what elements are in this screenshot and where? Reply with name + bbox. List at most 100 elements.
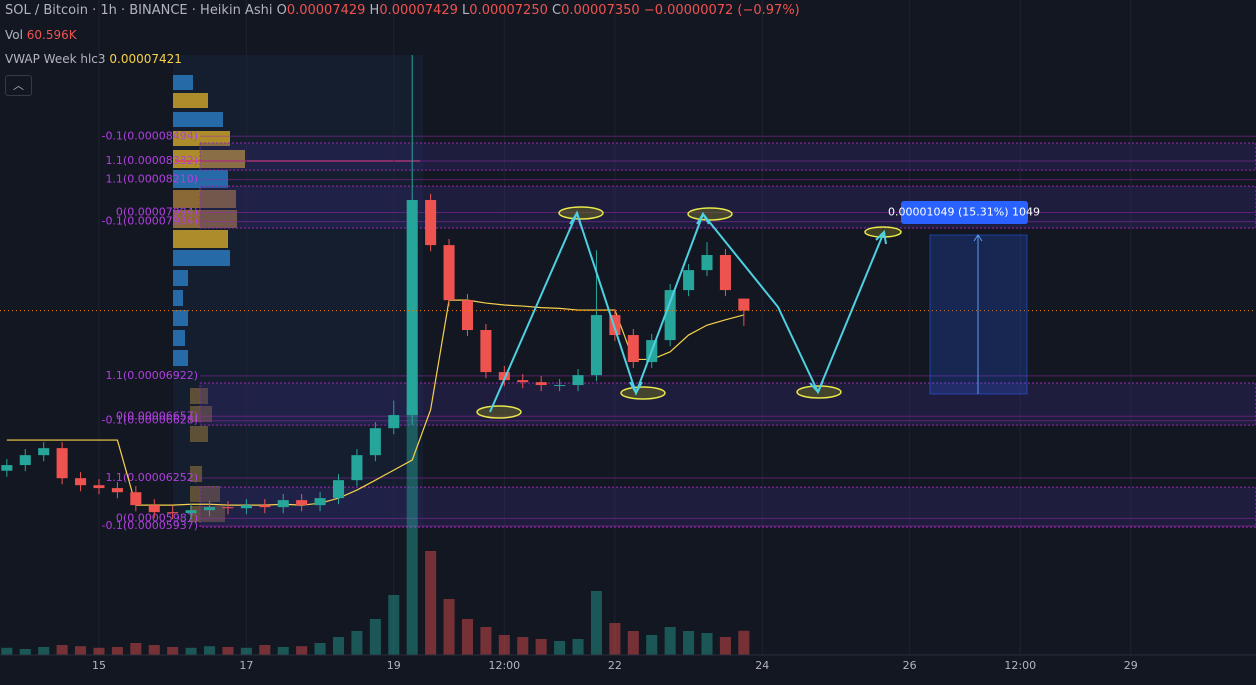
volume-bar — [130, 643, 142, 655]
volume-bar — [75, 646, 87, 655]
candle-body — [19, 455, 31, 466]
collapse-button[interactable]: ︿ — [5, 75, 32, 96]
volume-bar — [19, 649, 31, 655]
profile-bar — [173, 150, 245, 168]
volume-bar — [646, 635, 658, 655]
profile-bar — [173, 112, 223, 127]
symbol: SOL / Bitcoin · 1h · BINANCE · Heikin As… — [5, 3, 273, 18]
volume-bar — [93, 647, 105, 655]
fib-zone — [199, 486, 1256, 528]
candle-body — [701, 255, 713, 271]
arrow-heads — [569, 210, 887, 396]
volume-bar — [222, 647, 234, 655]
volume-bar — [461, 619, 474, 655]
ohlc-value: 0.00007350 — [561, 3, 640, 18]
profile-bar — [173, 310, 188, 326]
volume-bar — [683, 631, 695, 655]
candle-body — [56, 448, 68, 479]
fib-zone — [199, 185, 1256, 229]
x-tick-label: 26 — [903, 659, 917, 672]
candle-body — [388, 415, 400, 429]
volume-bar — [111, 647, 123, 655]
candle-body — [75, 478, 87, 486]
volume-bar — [240, 647, 252, 655]
x-tick-label: 15 — [92, 659, 106, 672]
profile-bar — [190, 486, 220, 502]
candle-body — [461, 300, 474, 331]
candle-body — [443, 245, 455, 301]
fib-label: 1.1(0.00006922) — [105, 369, 198, 382]
candle-body — [332, 480, 345, 499]
candle-body — [38, 448, 50, 456]
x-tick-label: 17 — [239, 659, 253, 672]
pivot-ellipse — [476, 405, 522, 419]
vol-label: Vol — [5, 28, 23, 42]
volume-bar — [406, 407, 418, 655]
candle-body — [93, 485, 105, 489]
profile-bar — [190, 426, 208, 442]
fib-zone — [199, 142, 1256, 171]
volume-bar — [185, 647, 197, 655]
profile-bar — [173, 210, 237, 228]
ohlc-key: H — [369, 3, 380, 18]
candle-body — [664, 290, 676, 341]
fib-label: 1.1(0.00006252) — [105, 471, 198, 484]
measure-label-box — [901, 201, 1028, 224]
vwap-label: VWAP Week hlc3 — [5, 52, 106, 66]
volume-bar — [590, 591, 602, 655]
profile-bar — [173, 93, 208, 108]
fib-label: 0(0.00007994) — [116, 205, 198, 218]
vol-line: Vol 60.596K — [5, 28, 77, 42]
profile-bar — [190, 406, 212, 422]
profile-bar — [173, 330, 185, 346]
volume-bar — [277, 647, 289, 655]
volume-bar — [38, 647, 50, 655]
ohlc-key: L — [462, 3, 470, 18]
pivot-ellipse — [620, 386, 666, 400]
profile-bar — [173, 250, 230, 266]
volume-bar — [498, 635, 510, 655]
header-line: SOL / Bitcoin · 1h · BINANCE · Heikin As… — [5, 3, 800, 18]
volume-bar — [388, 595, 400, 655]
candle-body — [627, 335, 639, 363]
volume-bar — [480, 627, 492, 655]
x-tick-label: 22 — [608, 659, 622, 672]
ohlc: O0.00007429 H0.00007429 L0.00007250 C0.0… — [277, 3, 644, 18]
candle-body — [1, 465, 13, 471]
fib-label: -0.1(0.00008494) — [101, 129, 198, 142]
fib-label: 1.1(0.00008332) — [105, 154, 198, 167]
volume-bar — [351, 631, 363, 655]
candle-body — [480, 330, 492, 373]
vwap-line: VWAP Week hlc3 0.00007421 — [5, 52, 182, 66]
candle-body — [259, 505, 271, 508]
volume-bar — [535, 639, 547, 655]
candle-body — [222, 507, 234, 509]
fib-label: -0.1(0.00006628) — [101, 414, 198, 427]
fib-zone — [199, 382, 1256, 426]
volume-bar — [701, 633, 713, 655]
volume-bar — [554, 641, 566, 655]
candle-body — [130, 492, 142, 506]
volume-bar — [609, 623, 621, 655]
vwap-value: 0.00007421 — [109, 52, 182, 66]
volume-bar — [204, 646, 216, 655]
candle-body — [351, 455, 363, 481]
fib-label: 0(0.00005987) — [116, 511, 198, 524]
candle-body — [719, 255, 731, 291]
volume-bar — [1, 647, 13, 655]
candle-body — [498, 372, 510, 381]
ohlc-value: 0.00007250 — [469, 3, 548, 18]
profile-bar — [173, 290, 183, 306]
ohlc-key: O — [276, 3, 287, 18]
volume-bar — [259, 645, 271, 655]
volume-bar — [517, 637, 529, 655]
profile-bar — [173, 350, 188, 366]
candle-body — [590, 315, 602, 376]
candle-body — [185, 510, 197, 514]
ohlc-key: C — [552, 3, 562, 18]
vol-value: 60.596K — [26, 28, 77, 42]
candle-body — [406, 199, 418, 416]
profile-bar — [173, 190, 236, 208]
